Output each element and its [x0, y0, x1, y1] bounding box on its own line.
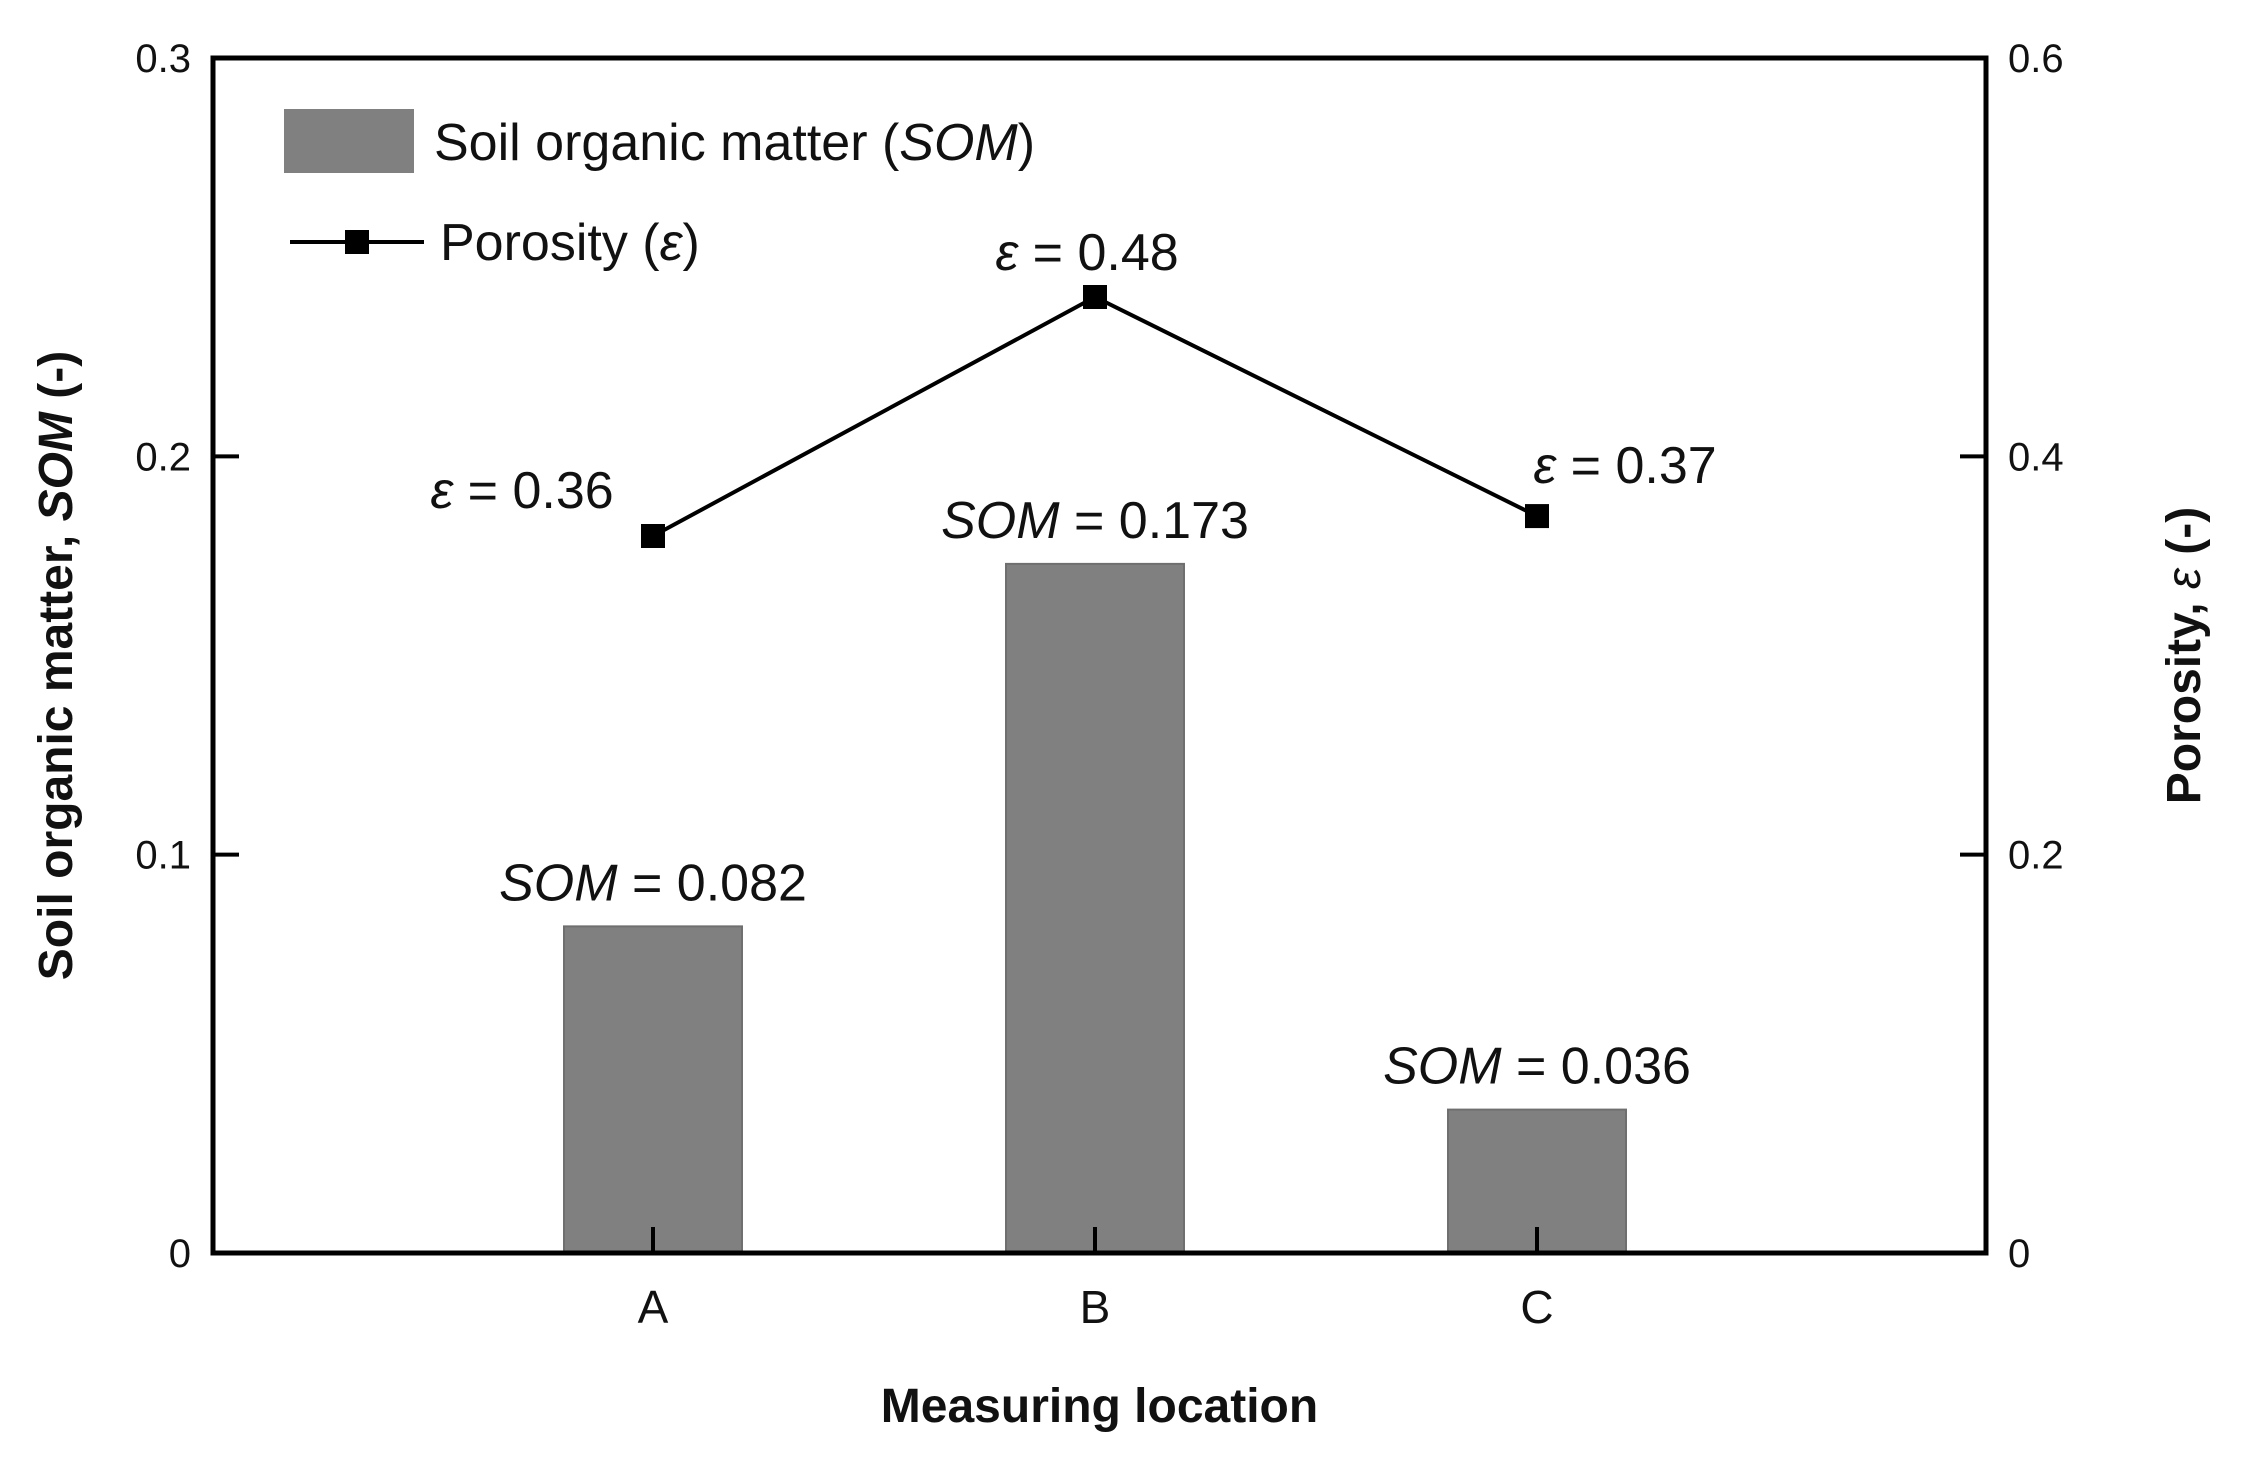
line-series-porosity [641, 285, 1549, 548]
y-axis-right-title-part3: (-) [2158, 507, 2211, 568]
bar-series-som [563, 562, 1627, 1254]
bar-annotation-B: SOM = 0.173 [941, 492, 1249, 550]
y-right-tick-label: 0 [2008, 1232, 2030, 1276]
line-annotation-A: ε = 0.36 [430, 462, 613, 520]
legend-som-var: SOM [899, 114, 1018, 172]
y-left-tick-label: 0.3 [135, 37, 191, 81]
legend-porosity-part3: ) [682, 214, 699, 272]
x-tick-label: C [1520, 1281, 1553, 1333]
y-axis-left-title-part3: (-) [30, 351, 83, 412]
porosity-marker-C [1525, 504, 1549, 529]
porosity-marker-B [1083, 285, 1107, 309]
y-right-tick-label: 0.6 [2008, 37, 2064, 81]
y-axis-right-title-part1: Porosity, [2158, 589, 2211, 804]
porosity-marker-A [641, 524, 665, 548]
y-left-tick-label: 0 [169, 1232, 191, 1276]
data-annotations: SOM = 0.082 SOM = 0.173 SOM = 0.036 ε = 0.3… [430, 224, 1716, 1096]
line-annotation-B: ε = 0.48 [995, 224, 1178, 282]
y-left-tick-label: 0.1 [135, 834, 191, 878]
legend-porosity-part1: Porosity ( [440, 214, 660, 272]
x-axis-title: Measuring location [881, 1380, 1318, 1433]
y-axis-right-title: Porosity, ε (-) [2158, 507, 2211, 805]
legend-som-part3: ) [1018, 114, 1035, 172]
y-axis-left-title-part1: Soil organic matter, [30, 521, 83, 980]
bar-som-C [1447, 1108, 1627, 1254]
legend-swatch-som [284, 109, 414, 173]
legend-label-som: Soil organic matter (SOM) [434, 114, 1035, 172]
axis-ticks: 0 0.1 0.2 0.3 0 0.2 0.4 0.6 A B C [135, 37, 2063, 1333]
y-right-tick-label: 0.2 [2008, 834, 2064, 878]
y-right-tick-label: 0.4 [2008, 435, 2064, 479]
legend-label-porosity: Porosity (ε) [440, 214, 700, 272]
y-axis-right-title-var: ε [2158, 567, 2211, 589]
x-tick-label: B [1080, 1281, 1111, 1333]
y-axis-left-title: Soil organic matter, SOM (-) [30, 351, 83, 980]
bar-som-B [1005, 562, 1185, 1254]
plot-frame [210, 55, 1989, 1256]
legend-porosity-var: ε [660, 214, 684, 272]
y-axis-left-title-var: SOM [30, 411, 83, 521]
legend: Soil organic matter (SOM) Porosity (ε) [284, 109, 1035, 272]
legend-swatch-porosity-marker [345, 230, 369, 254]
bar-annotation-A: SOM = 0.082 [499, 854, 807, 912]
y-left-tick-label: 0.2 [135, 435, 191, 479]
line-annotation-C: ε = 0.37 [1533, 437, 1716, 495]
bar-som-A [563, 925, 743, 1254]
legend-som-part1: Soil organic matter ( [434, 114, 900, 172]
bar-annotation-C: SOM = 0.036 [1383, 1038, 1691, 1096]
x-tick-label: A [638, 1281, 669, 1333]
